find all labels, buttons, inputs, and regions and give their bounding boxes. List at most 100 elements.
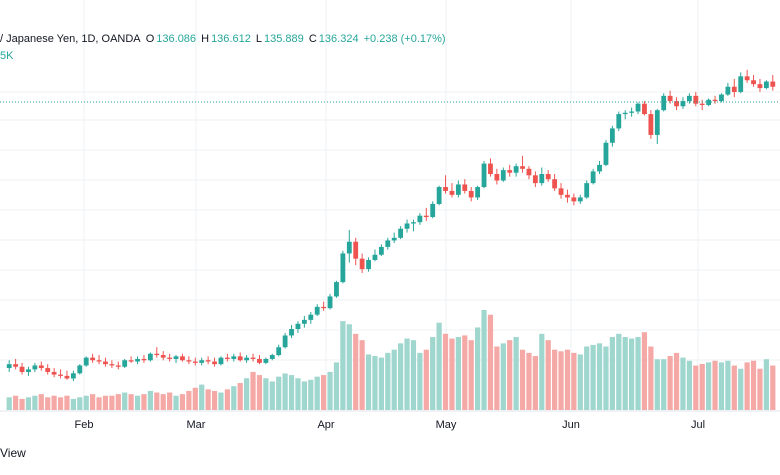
volume-bar (301, 381, 307, 410)
candle-body (520, 166, 525, 169)
volume-bar (770, 365, 776, 410)
volume-bar (288, 375, 295, 410)
volume-bar (38, 394, 44, 410)
candle-body (404, 223, 410, 229)
volume-bar (603, 346, 609, 410)
candle-body (353, 241, 359, 259)
candle (263, 357, 269, 365)
candle-body (289, 328, 294, 336)
candle (719, 93, 724, 103)
volume-bar (385, 352, 391, 410)
candle-body (199, 360, 205, 363)
volume-bar (699, 363, 705, 410)
candle-body (378, 246, 384, 255)
volume-bar (442, 333, 449, 410)
volume-bar (160, 394, 166, 410)
volume-bar (269, 381, 275, 410)
volume-bar (256, 375, 263, 410)
candle (699, 99, 705, 111)
candle (231, 353, 237, 362)
symbol-legend: / Japanese Yen, 1D, OANDA O 136.086 H 136.… (0, 33, 448, 45)
candle-body (173, 356, 179, 359)
volume-bar (750, 360, 757, 410)
candle (436, 185, 442, 206)
candle (462, 179, 468, 194)
candle (545, 170, 551, 182)
volume-bar (365, 354, 372, 410)
candle-body (366, 259, 371, 270)
volume-bar (494, 346, 500, 410)
volume-bar (199, 384, 205, 410)
volume-bar (404, 338, 410, 410)
open-value: 136.086 (156, 33, 197, 45)
volume-bar (173, 395, 179, 410)
candle-body (417, 215, 423, 223)
candle (269, 353, 275, 361)
candle (577, 194, 583, 204)
low-label: L (255, 33, 263, 45)
candle (680, 97, 686, 109)
volume-bar (340, 321, 346, 410)
x-tick-label: May (436, 419, 457, 431)
candle-body (38, 365, 44, 369)
time-axis: Feb Mar Apr May Jun Jul (75, 419, 706, 431)
close-value: 136.324 (318, 33, 359, 45)
volume-bar (308, 379, 314, 410)
candle-body (154, 353, 160, 356)
candle (417, 213, 423, 225)
candle-body (180, 356, 185, 361)
candle-body (661, 95, 667, 111)
candle (475, 185, 481, 201)
change-value: +0.238 (+0.17%) (363, 33, 446, 45)
volume-bar (6, 397, 12, 410)
x-tick-label: Jun (562, 419, 580, 431)
volume-bar (622, 336, 628, 410)
candle-body (507, 170, 513, 173)
volume-bar (378, 357, 384, 410)
candle-body (205, 360, 211, 362)
candle (6, 360, 12, 372)
candle (218, 356, 224, 366)
view-label[interactable]: View (0, 446, 26, 460)
candle (103, 357, 108, 367)
candle (398, 226, 404, 240)
candle-body (629, 111, 635, 113)
candle-body (513, 166, 519, 173)
candle (353, 237, 359, 266)
candle (83, 356, 89, 367)
volume-bar (629, 338, 635, 410)
candle (359, 253, 365, 273)
candle (51, 368, 57, 378)
candle (340, 250, 346, 284)
volume-bar (481, 310, 487, 410)
volume-bar (25, 397, 32, 410)
volume-bar (577, 354, 583, 410)
volume-bar (109, 395, 115, 410)
candle-body (314, 306, 320, 315)
candle (455, 180, 461, 198)
volume-bar (19, 398, 25, 410)
candle (693, 91, 699, 107)
candle-body (218, 357, 224, 365)
volume-bar (154, 392, 160, 410)
volume-legend: 5K (0, 50, 14, 62)
candle-body (744, 76, 750, 81)
candle-body (147, 353, 153, 361)
volume-bar (712, 360, 718, 410)
candle-body (648, 114, 654, 135)
x-tick-label: Feb (75, 419, 94, 431)
volume-bar (186, 390, 192, 410)
candle (378, 244, 384, 257)
candle (622, 110, 628, 120)
candle (635, 102, 641, 115)
candle (321, 301, 327, 311)
candle (616, 111, 622, 132)
candle-body (539, 174, 545, 184)
volume-bar (455, 336, 461, 410)
candle-body (494, 174, 500, 181)
candle-body (77, 365, 83, 374)
candle (520, 155, 525, 173)
volume-bar (141, 394, 147, 410)
